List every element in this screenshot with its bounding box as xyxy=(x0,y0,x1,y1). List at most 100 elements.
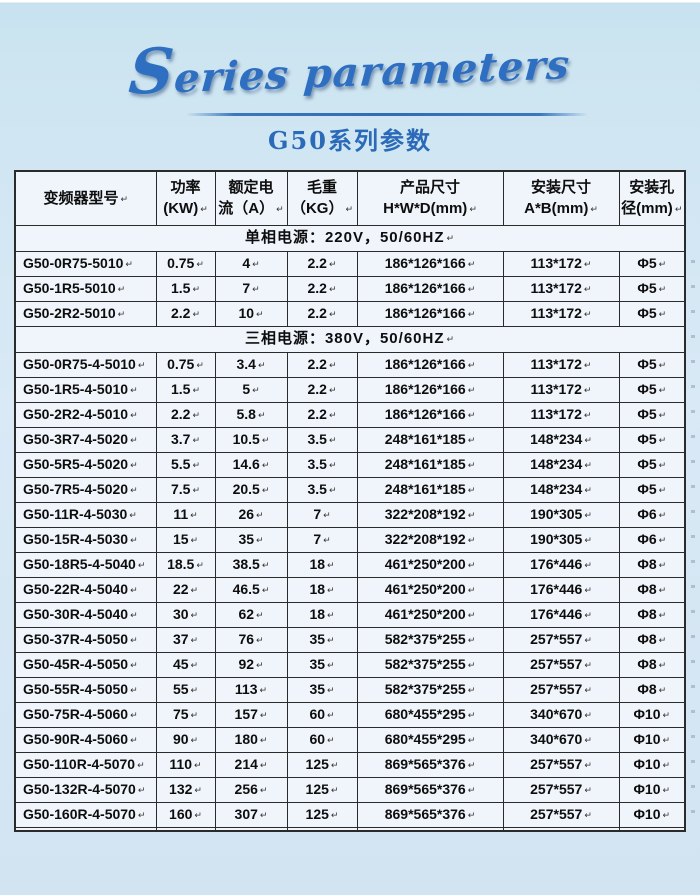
paragraph-return-mark: ↵ xyxy=(259,709,268,720)
paragraph-return-mark: ↵ xyxy=(194,784,202,795)
paragraph-return-mark: ↵ xyxy=(467,534,476,545)
model-cell: G50-1R5-4-5010 ↵ xyxy=(14,376,157,403)
value-cell: 148*234 ↵ xyxy=(502,426,620,453)
paragraph-return-mark: ↵ xyxy=(261,459,270,470)
paragraph-return-mark: ↵ xyxy=(584,509,592,520)
value-cell: Φ10 ↵ xyxy=(618,726,686,753)
value-cell: 3.4 ↵ xyxy=(214,351,288,378)
value-cell: 257*557 ↵ xyxy=(502,626,620,653)
value-cell: Φ8 ↵ xyxy=(618,676,686,703)
paragraph-return-mark: ↵ xyxy=(256,308,264,319)
value-cell: 22 ↵ xyxy=(155,576,216,603)
value-cell: 680*455*295 ↵ xyxy=(356,726,504,753)
paragraph-return-mark: ↵ xyxy=(194,809,202,820)
value-cell: 26 ↵ xyxy=(214,501,288,528)
paragraph-return-mark: ↵ xyxy=(130,684,138,695)
paragraph-return-mark: ↵ xyxy=(130,534,138,545)
value-cell: 582*375*255 ↵ xyxy=(356,651,504,678)
value-cell: 257*557 ↵ xyxy=(502,751,620,778)
spec-table: 变频器型号 ↵ 功率 (KW) ↵ 额定电 流（A） ↵ 毛重 （KG） ↵ 产品尺寸 H*W*D(mm… xyxy=(14,170,686,832)
value-cell: 3.5 ↵ xyxy=(286,476,358,503)
value-cell: 37 ↵ xyxy=(155,626,216,653)
value-cell: Φ5 ↵ xyxy=(618,451,686,478)
table-row: G50-3R7-4-5020 ↵ 3.7 ↵ 10.5 ↵ 3.5 ↵ 248*161*185 ↵… xyxy=(14,426,686,453)
value-cell: 10.5 ↵ xyxy=(214,426,288,453)
paragraph-return-mark: ↵ xyxy=(190,509,198,520)
value-cell: 186*126*166 ↵ xyxy=(356,351,504,378)
paragraph-return-mark: ↵ xyxy=(658,484,667,495)
paragraph-return-mark: ↵ xyxy=(658,384,667,395)
paragraph-return-mark: ↵ xyxy=(467,559,476,570)
paragraph-return-mark: ↵ xyxy=(196,559,204,570)
value-cell: Φ5 ↵ xyxy=(618,250,686,277)
table-row: G50-30R-4-5040 ↵ 30 ↵ 62 ↵ 18 ↵ 461*250*200 ↵ 176*… xyxy=(14,601,686,628)
paragraph-return-mark: ↵ xyxy=(467,759,476,770)
paragraph-return-mark: ↵ xyxy=(584,659,592,670)
paragraph-return-mark: ↵ xyxy=(327,584,335,595)
table-header-row: 变频器型号 ↵ 功率 (KW) ↵ 额定电 流（A） ↵ 毛重 （KG） ↵ 产品尺寸 H*W*D(mm… xyxy=(14,170,686,226)
value-cell: 60 ↵ xyxy=(286,701,358,728)
paragraph-return-mark: ↵ xyxy=(330,759,339,770)
value-cell: 18.5 ↵ xyxy=(155,551,216,578)
model-cell: G50-22R-4-5040 ↵ xyxy=(14,576,157,603)
value-cell: 0.75 ↵ xyxy=(155,250,216,277)
value-cell: 1.5 ↵ xyxy=(155,376,216,403)
paragraph-return-mark: ↵ xyxy=(658,308,667,319)
value-cell: 869*565*376 ↵ xyxy=(356,801,504,828)
paragraph-return-mark: ↵ xyxy=(658,634,667,645)
paragraph-return-mark: ↵ xyxy=(467,384,476,395)
value-cell: 322*208*192 ↵ xyxy=(356,526,504,553)
paragraph-return-mark: ↵ xyxy=(256,509,264,520)
empty-cell xyxy=(286,826,358,832)
word-row-end-marks xyxy=(691,250,695,830)
paragraph-return-mark: ↵ xyxy=(137,359,146,370)
value-cell: Φ10 ↵ xyxy=(618,776,686,803)
paragraph-return-mark: ↵ xyxy=(192,308,200,319)
value-cell: 60 ↵ xyxy=(286,726,358,753)
paragraph-return-mark: ↵ xyxy=(328,434,337,445)
value-cell: 2.2 ↵ xyxy=(286,300,358,327)
paragraph-return-mark: ↵ xyxy=(658,459,667,470)
value-cell: 20.5 ↵ xyxy=(214,476,288,503)
model-cell: G50-55R-4-5050 ↵ xyxy=(14,676,157,703)
paragraph-return-mark: ↵ xyxy=(327,609,335,620)
value-cell: 5 ↵ xyxy=(214,376,288,403)
table-row: G50-55R-4-5050 ↵ 55 ↵ 113 ↵ 35 ↵ 582*375*255 ↵ 257… xyxy=(14,676,686,703)
value-cell: 582*375*255 ↵ xyxy=(356,626,504,653)
paragraph-return-mark: ↵ xyxy=(467,584,476,595)
paragraph-return-mark: ↵ xyxy=(583,384,592,395)
paragraph-return-mark: ↵ xyxy=(583,308,592,319)
value-cell: 14.6 ↵ xyxy=(214,451,288,478)
column-header-4: 产品尺寸 H*W*D(mm) ↵ xyxy=(356,170,504,226)
value-cell: 176*446 ↵ xyxy=(502,551,620,578)
value-cell: Φ10 ↵ xyxy=(618,701,686,728)
value-cell: 461*250*200 ↵ xyxy=(356,576,504,603)
empty-cell xyxy=(356,826,504,832)
value-cell: 7 ↵ xyxy=(286,526,358,553)
value-cell: 92 ↵ xyxy=(214,651,288,678)
paragraph-return-mark: ↵ xyxy=(658,609,667,620)
value-cell: 157 ↵ xyxy=(214,701,288,728)
paragraph-return-mark: ↵ xyxy=(328,484,337,495)
value-cell: 2.2 ↵ xyxy=(286,401,358,428)
page-title: G50系列参数 xyxy=(268,126,432,155)
value-cell: Φ10 ↵ xyxy=(618,801,686,828)
paragraph-return-mark: ↵ xyxy=(130,634,138,645)
paragraph-return-mark: ↵ xyxy=(252,258,260,269)
value-cell: 15 ↵ xyxy=(155,526,216,553)
table-row: G50-11R-4-5030 ↵ 11 ↵ 26 ↵ 7 ↵ 322*208*192 ↵ 190*3… xyxy=(14,501,686,528)
value-cell: 186*126*166 ↵ xyxy=(356,250,504,277)
column-header-line2: (KW) ↵ xyxy=(163,200,208,218)
column-header-line1: 额定电 xyxy=(228,179,274,197)
paragraph-return-mark: ↵ xyxy=(662,709,671,720)
value-cell: 2.2 ↵ xyxy=(286,351,358,378)
paragraph-return-mark: ↵ xyxy=(190,684,199,695)
paragraph-return-mark: ↵ xyxy=(328,459,337,470)
paragraph-return-mark: ↵ xyxy=(467,308,476,319)
value-cell: 35 ↵ xyxy=(286,676,358,703)
paragraph-return-mark: ↵ xyxy=(658,559,667,570)
model-cell: G50-11R-4-5030 ↵ xyxy=(14,501,157,528)
paragraph-return-mark: ↵ xyxy=(256,609,264,620)
paragraph-return-mark: ↵ xyxy=(584,809,592,820)
paragraph-return-mark: ↵ xyxy=(327,684,335,695)
